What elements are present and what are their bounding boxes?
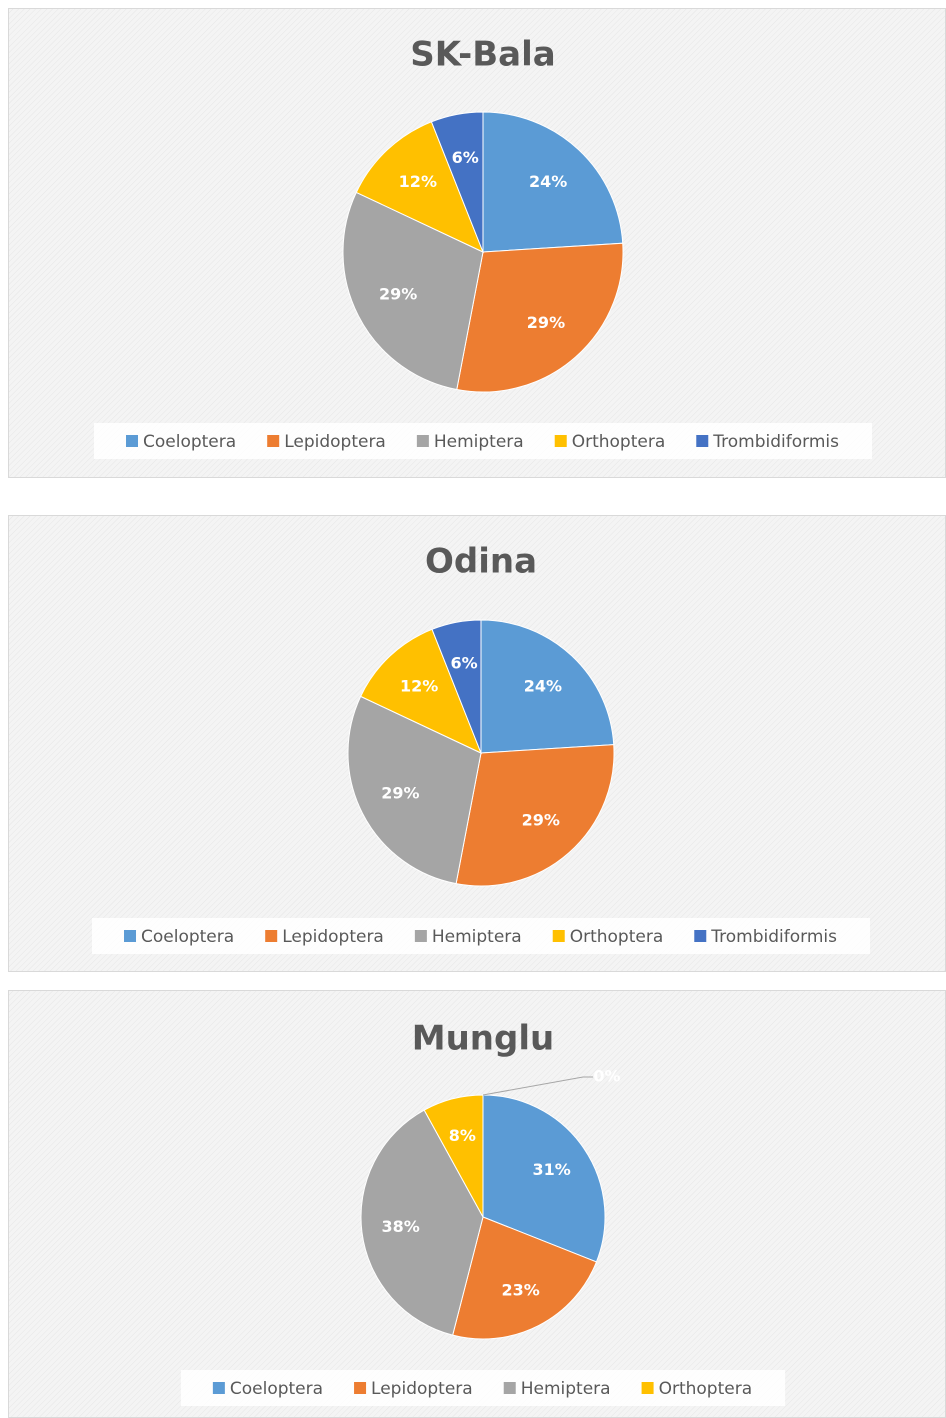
data-label: 29%: [522, 810, 560, 829]
legend-background: [94, 423, 872, 459]
data-label: 29%: [381, 784, 419, 803]
legend-swatch: [416, 435, 429, 447]
legend-swatch: [414, 930, 427, 942]
data-label: 0%: [593, 1067, 620, 1086]
data-label: 6%: [452, 148, 479, 167]
data-label: 29%: [379, 285, 417, 304]
legend-label: Coeloptera: [143, 432, 236, 452]
data-label: 24%: [524, 677, 562, 696]
chart: Munglu 31% 23% 38% 8% 0% Coeloptera Lepidoptera…: [8, 990, 946, 1418]
legend-background: [180, 1370, 786, 1406]
data-label: 12%: [399, 172, 437, 191]
legend-swatch: [354, 1382, 367, 1394]
legend: Coeloptera Lepidoptera Hemiptera Orthoptera: [180, 1370, 786, 1406]
legend-swatch: [212, 1382, 225, 1394]
pie-slice: [482, 111, 624, 253]
legend-label: Trombidiformis: [712, 432, 839, 452]
legend-label: Orthoptera: [570, 927, 664, 947]
data-label: 8%: [449, 1126, 476, 1145]
pie-slice: [430, 111, 484, 253]
legend-swatch: [694, 930, 707, 942]
legend-swatch: [552, 930, 565, 942]
legend-label: Coeloptera: [141, 927, 234, 947]
chart-title: Odina: [425, 542, 537, 582]
data-label: 23%: [502, 1280, 540, 1299]
pie-slice: [452, 1216, 598, 1340]
legend-label: Lepidoptera: [282, 927, 384, 947]
legend-label: Lepidoptera: [284, 432, 386, 452]
pie-slice: [360, 1109, 484, 1336]
legend: Coeloptera Lepidoptera Hemiptera Orthoptera…: [94, 423, 872, 459]
pie-slice: [482, 1094, 606, 1263]
pie-slice: [347, 695, 482, 885]
legend: Coeloptera Lepidoptera Hemiptera Orthoptera…: [92, 918, 870, 954]
legend-label: Hemiptera: [432, 927, 522, 947]
legend-label: Lepidoptera: [371, 1379, 473, 1399]
chart-title: SK-Bala: [410, 35, 555, 75]
data-label: 38%: [382, 1217, 420, 1236]
data-label: 24%: [529, 172, 567, 191]
legend-swatch: [503, 1382, 516, 1394]
legend-swatch: [267, 435, 280, 447]
legend-label: Trombidiformis: [710, 927, 837, 947]
data-label: 6%: [450, 654, 477, 673]
chart-title: Munglu: [412, 1019, 554, 1059]
legend-background: [92, 918, 870, 954]
data-label: 29%: [527, 313, 565, 332]
data-label: 12%: [400, 677, 438, 696]
pie-slice: [355, 121, 484, 253]
legend-label: Hemiptera: [434, 432, 524, 452]
legend-swatch: [124, 930, 137, 942]
legend-swatch: [696, 435, 709, 447]
legend-swatch: [265, 930, 278, 942]
legend-swatch: [126, 435, 139, 447]
pie-slice: [359, 628, 482, 754]
legend-label: Hemiptera: [521, 1379, 611, 1399]
legend-label: Coeloptera: [230, 1379, 323, 1399]
legend-swatch: [554, 435, 567, 447]
pie-slice: [480, 619, 615, 754]
chart: Odina 24% 29% 29% 12% 6% Coeloptera Lepidoptera…: [8, 515, 946, 972]
leader-line: [482, 1076, 593, 1096]
pie-slice: [431, 619, 482, 754]
legend-swatch: [641, 1382, 654, 1394]
pie-slice: [456, 242, 624, 393]
legend-label: Orthoptera: [659, 1379, 753, 1399]
data-label: 31%: [532, 1160, 570, 1179]
pie-slice: [342, 191, 484, 391]
chart: SK-Bala 24% 29% 29% 12% 6% Coeloptera Lepidopte…: [8, 8, 946, 478]
pie-slice: [455, 744, 615, 887]
legend-label: Orthoptera: [572, 432, 666, 452]
